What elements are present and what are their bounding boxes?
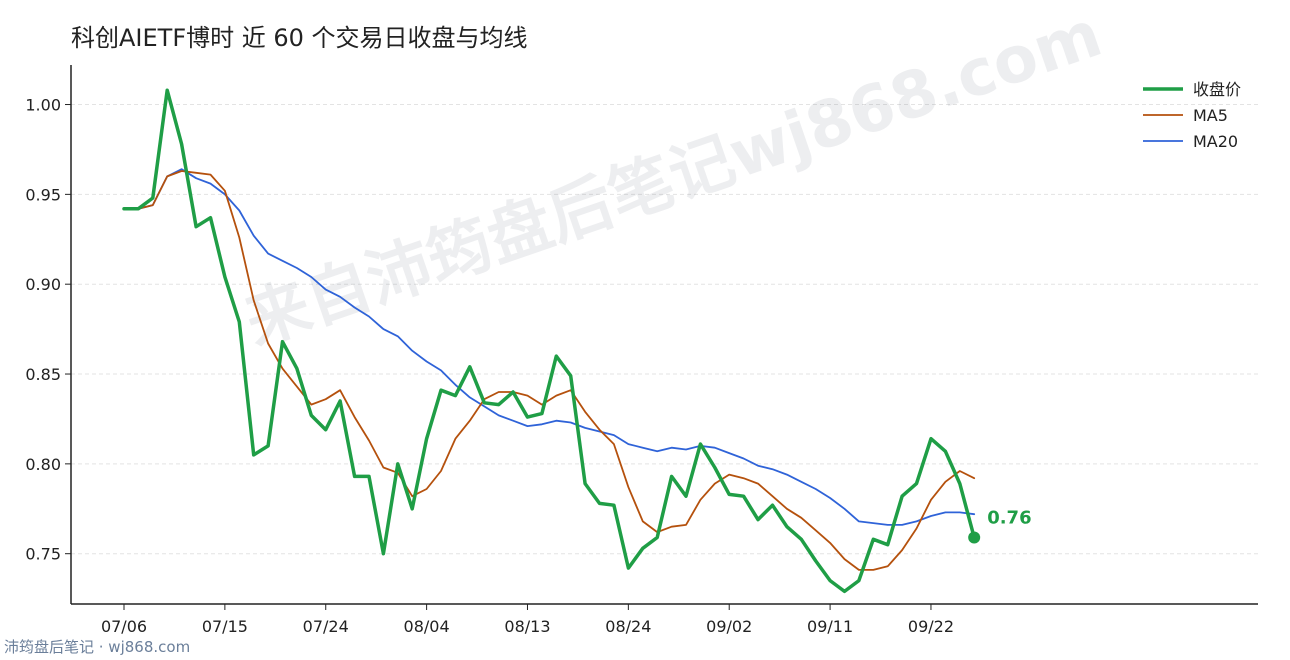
x-tick-label: 09/11 <box>807 617 853 636</box>
series-line-close <box>122 88 976 594</box>
legend-label-close: 收盘价 <box>1193 80 1241 99</box>
x-tick-label: 08/24 <box>605 617 651 636</box>
legend: 收盘价 MA5 MA20 <box>1143 80 1241 151</box>
chart-title: 科创AIETF博时 近 60 个交易日收盘与均线 <box>71 24 528 52</box>
last-close-label: 0.76 <box>987 508 1031 529</box>
y-tick-label: 0.95 <box>25 185 61 204</box>
watermark: 来自沛筠盘后笔记wj868.com <box>236 0 1111 360</box>
series-line-ma5 <box>123 170 976 571</box>
y-tick-label: 0.75 <box>25 545 61 564</box>
x-tick-label: 09/02 <box>706 617 752 636</box>
x-tick-label: 09/22 <box>908 617 954 636</box>
y-tick-label: 1.00 <box>25 96 61 115</box>
legend-label-ma5: MA5 <box>1193 106 1228 125</box>
series-line-ma20 <box>123 168 976 526</box>
y-tick-label: 0.80 <box>25 455 61 474</box>
last-close-marker <box>968 531 981 544</box>
footer-credit: 沛筠盘后笔记 · wj868.com <box>4 638 191 656</box>
x-tick-label: 07/06 <box>101 617 147 636</box>
series: 0.76 <box>122 88 1032 594</box>
gridlines <box>71 104 1258 555</box>
x-tick-label: 07/24 <box>303 617 349 636</box>
x-tick-label: 08/13 <box>504 617 550 636</box>
y-tick-label: 0.90 <box>25 275 61 294</box>
axes: 0.75 0.80 0.85 0.90 0.95 1.00 07/06 07/15 07/24 0… <box>25 65 1258 636</box>
x-tick-label: 07/15 <box>202 617 248 636</box>
y-tick-label: 0.85 <box>25 365 61 384</box>
x-tick-label: 08/04 <box>404 617 450 636</box>
legend-label-ma20: MA20 <box>1193 132 1238 151</box>
